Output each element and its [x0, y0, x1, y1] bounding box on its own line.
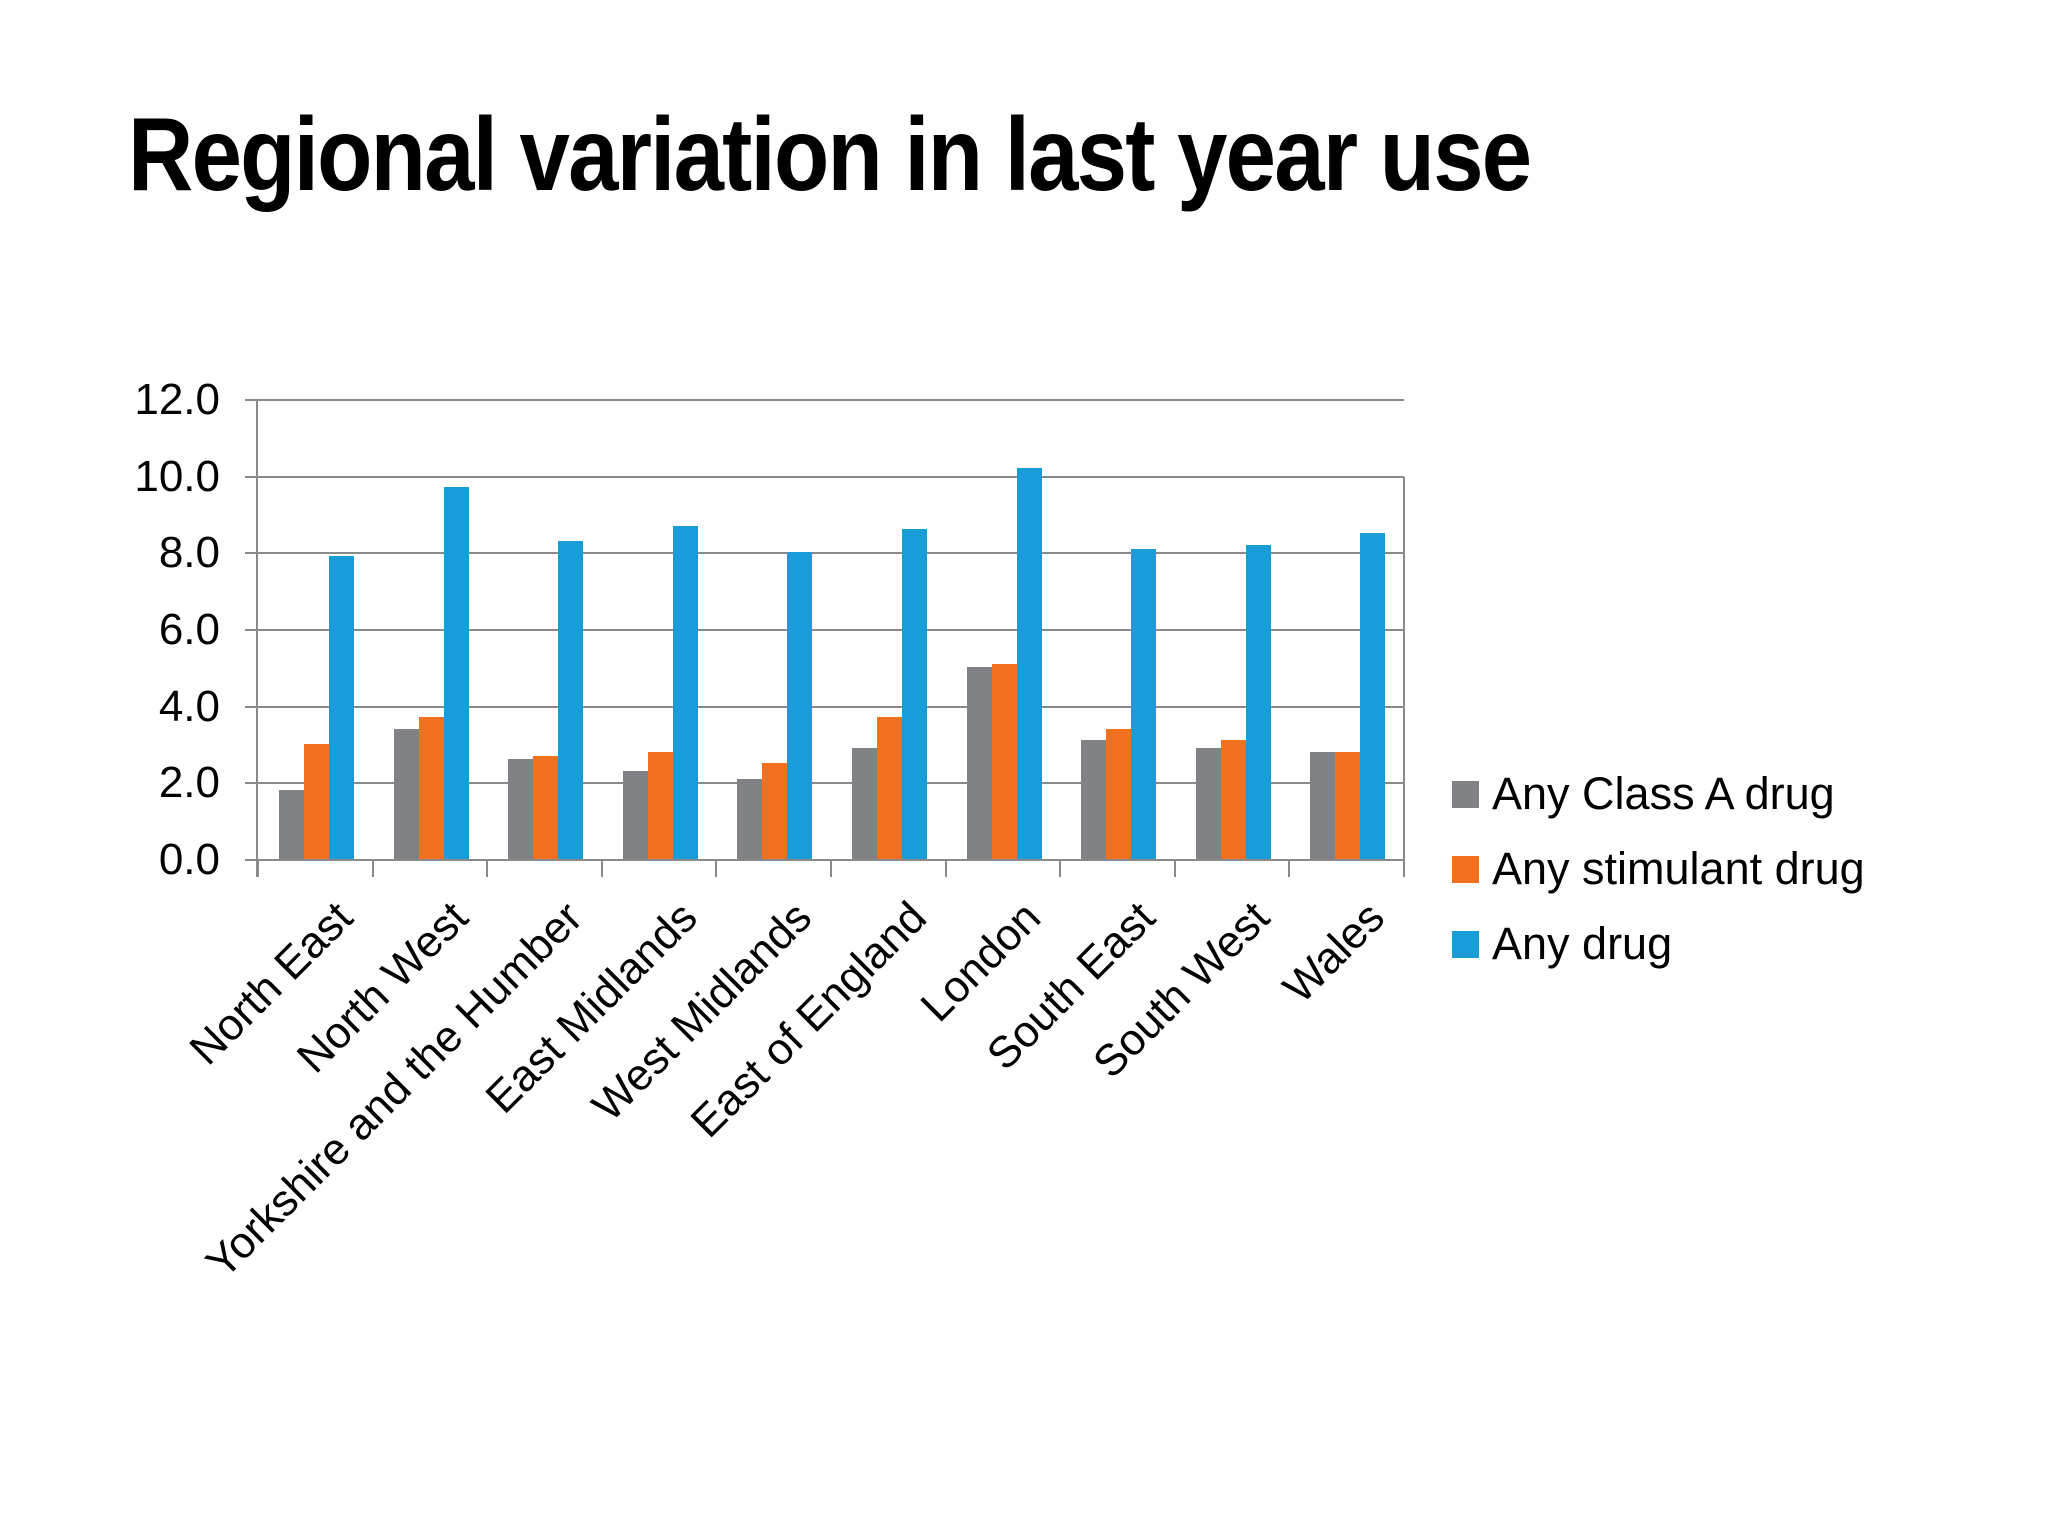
legend-swatch	[1452, 855, 1479, 883]
x-axis-tick	[486, 860, 489, 877]
x-axis-tick	[600, 860, 603, 877]
x-axis-tick	[1403, 860, 1405, 877]
bar	[647, 751, 673, 859]
x-axis-tick	[944, 860, 947, 877]
y-axis-label: 0.0	[158, 835, 220, 884]
bar	[672, 525, 698, 859]
bar	[762, 763, 788, 859]
legend-swatch	[1452, 930, 1479, 958]
bar	[329, 556, 354, 859]
legend-label: Any stimulant drug	[1492, 843, 1865, 894]
y-axis-label: 2.0	[158, 758, 220, 808]
bar	[1335, 751, 1361, 859]
bar	[1220, 740, 1246, 859]
legend-item: Any Class A drug	[1452, 768, 1865, 820]
bar	[852, 747, 877, 859]
bar	[443, 487, 469, 859]
bar	[1081, 740, 1107, 859]
gridline	[245, 859, 1404, 861]
bar	[393, 728, 419, 859]
x-axis-tick	[257, 860, 259, 877]
y-axis-label: 12.0	[134, 375, 220, 424]
x-axis-label: Wales	[1273, 892, 1394, 1013]
legend-item: Any drug	[1452, 918, 1865, 970]
y-axis-label: 6.0	[158, 605, 220, 654]
y-axis-label: 10.0	[134, 451, 220, 501]
x-axis-tick	[1173, 860, 1176, 877]
legend: Any Class A drug Any stimulant drug Any dr…	[1452, 768, 1865, 993]
plot-right-border	[1403, 477, 1405, 877]
legend-label: Any drug	[1492, 918, 1673, 969]
bar	[304, 744, 329, 859]
bar	[966, 667, 992, 859]
bar	[787, 552, 813, 859]
x-axis-tick	[371, 860, 374, 877]
legend-label: Any Class A drug	[1492, 768, 1835, 819]
x-axis-tick	[830, 860, 832, 877]
gridline	[245, 399, 1404, 401]
bar	[558, 540, 584, 859]
bar	[1245, 544, 1271, 859]
y-axis-label: 4.0	[158, 681, 220, 731]
gridline	[245, 782, 1404, 785]
gridline	[245, 629, 1404, 631]
bar	[902, 529, 927, 859]
bar	[418, 717, 444, 859]
y-axis-label: 8.0	[158, 528, 220, 578]
bar	[1131, 548, 1157, 859]
gridline	[245, 552, 1404, 555]
x-axis-tick	[715, 860, 718, 877]
y-axis-line	[256, 400, 258, 877]
bar	[1016, 468, 1042, 859]
gridline	[245, 475, 1404, 478]
bar	[533, 755, 559, 859]
bar	[622, 770, 648, 859]
bar	[1310, 751, 1336, 859]
bar	[877, 717, 902, 859]
bar	[279, 790, 304, 859]
bar	[1360, 533, 1386, 859]
bar	[737, 778, 763, 859]
legend-swatch	[1452, 780, 1479, 808]
bar	[1195, 747, 1221, 859]
bar	[991, 663, 1017, 859]
gridline	[245, 705, 1404, 708]
bar	[508, 759, 534, 859]
x-axis-tick	[1059, 860, 1062, 877]
bar	[1106, 728, 1132, 859]
chart-plot-area: 12.0 10.0 8.0 6.0 4.0 2.0 0.0 North East North W…	[134, 375, 1405, 1288]
x-axis-tick	[1288, 860, 1291, 877]
legend-item: Any stimulant drug	[1452, 843, 1865, 895]
chart-title: Regional variation in last year use	[128, 97, 1532, 213]
